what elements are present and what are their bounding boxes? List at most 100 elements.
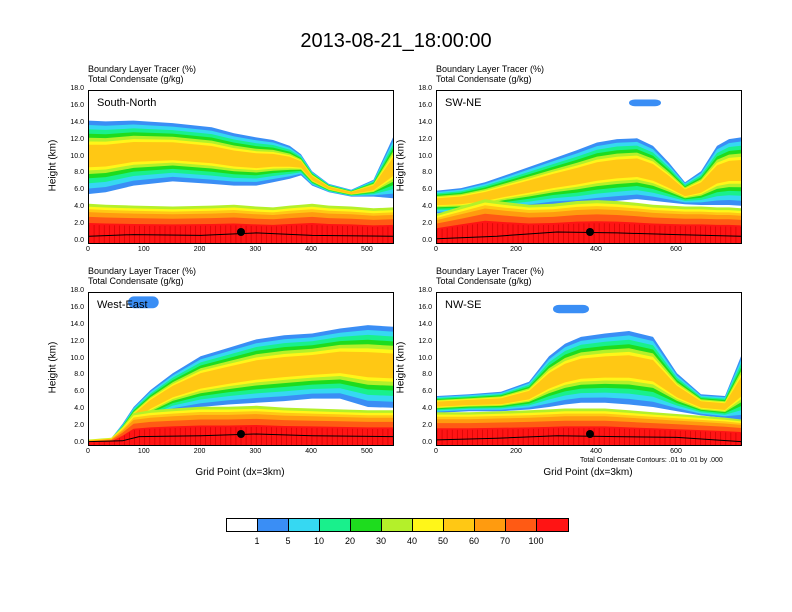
header-tracer-label: Boundary Layer Tracer (%) [88, 64, 197, 74]
tracer-field [89, 296, 393, 445]
y-tick-label: 16.0 [418, 303, 432, 311]
y-tick-label: 18.0 [70, 85, 84, 92]
x-tick-label: 200 [193, 246, 206, 253]
y-axis-label: Height (km) [47, 139, 59, 192]
y-tick-label: 8.0 [74, 169, 84, 177]
x-tick-label: 600 [670, 246, 682, 253]
colorbar-label: 1 [254, 536, 260, 546]
x-tick-label: 400 [305, 246, 317, 253]
y-tick-label: 6.0 [74, 388, 84, 396]
y-tick-label: 14.0 [418, 118, 432, 126]
header-condensate-label: Total Condensate (g/kg) [88, 74, 184, 84]
cross-section-panel: SW-NE [436, 90, 742, 244]
y-tick-label: 16.0 [70, 101, 84, 109]
y-axis-label: Height (km) [47, 341, 59, 394]
x-tick-label: 600 [670, 448, 682, 455]
colorbar-swatch [258, 519, 289, 531]
location-marker [237, 430, 246, 438]
y-tick-label: 12.0 [418, 135, 432, 143]
plume-layer [89, 351, 393, 442]
tracer-field [89, 120, 393, 243]
y-tick-label: 10.0 [418, 152, 432, 160]
y-tick-label: 8.0 [74, 371, 84, 379]
panel-header: Boundary Layer Tracer (%) Total Condensat… [436, 64, 544, 84]
y-tick-label: 0.0 [422, 237, 432, 244]
terrain-line [437, 231, 741, 240]
y-tick-label: 14.0 [418, 320, 432, 328]
colorbar-label: 100 [528, 536, 544, 546]
terrain-line [89, 433, 393, 443]
y-tick-label: 14.0 [70, 118, 84, 126]
y-tick-label: 10.0 [418, 354, 432, 362]
isolated-cloud [128, 296, 159, 309]
colorbar-swatch [537, 519, 568, 531]
panel-header: Boundary Layer Tracer (%) Total Condensat… [436, 266, 544, 286]
header-tracer-label: Boundary Layer Tracer (%) [436, 266, 545, 276]
x-tick-label: 0 [86, 246, 90, 253]
cross-section-panel: West-East [88, 292, 394, 446]
y-tick-label: 0.0 [74, 439, 84, 446]
tracer-field [437, 99, 741, 243]
y-tick-label: 2.0 [422, 220, 432, 228]
isolated-cloud [629, 99, 661, 107]
header-condensate-label: Total Condensate (g/kg) [436, 74, 532, 84]
y-tick-label: 4.0 [422, 405, 432, 413]
y-tick-label: 18.0 [418, 287, 432, 294]
panel-header: Boundary Layer Tracer (%) Total Condensat… [88, 266, 196, 286]
colorbar-swatch [506, 519, 537, 531]
y-tick-label: 10.0 [70, 354, 84, 362]
x-tick-label: 500 [361, 246, 373, 253]
location-marker [586, 228, 594, 236]
colorbar-label: 20 [344, 536, 355, 546]
figure-title: 2013-08-21_18:00:00 [300, 30, 492, 52]
x-tick-label: 0 [86, 448, 90, 455]
y-tick-label: 14.0 [70, 320, 84, 328]
tracer-field [437, 304, 741, 445]
header-condensate-label: Total Condensate (g/kg) [88, 276, 184, 286]
plume-layer [89, 142, 393, 195]
colorbar-swatch [413, 519, 444, 531]
y-tick-label: 18.0 [418, 85, 432, 92]
contour-note: Total Condensate Contours: .01 to .01 by… [580, 457, 723, 464]
y-tick-label: 8.0 [422, 371, 432, 379]
colorbar-swatch [475, 519, 506, 531]
y-axis-label: Height (km) [395, 139, 407, 192]
x-tick-label: 400 [590, 448, 602, 455]
plume-layer [437, 158, 741, 206]
colorbar-swatch [320, 519, 351, 531]
cross-section-panel: NW-SE [436, 292, 742, 446]
colorbar-swatch [351, 519, 382, 531]
header-tracer-label: Boundary Layer Tracer (%) [436, 64, 545, 74]
location-marker [237, 228, 246, 236]
panel-header: Boundary Layer Tracer (%) Total Condensat… [88, 64, 196, 84]
isolated-cloud [553, 304, 589, 314]
y-tick-label: 2.0 [422, 422, 432, 430]
cross-section-panel: South-North [88, 90, 394, 244]
y-tick-label: 16.0 [418, 101, 432, 109]
colorbar-label: 10 [313, 536, 324, 546]
y-tick-label: 18.0 [70, 287, 84, 294]
x-tick-label: 200 [510, 448, 522, 455]
x-tick-label: 100 [137, 448, 150, 455]
header-tracer-label: Boundary Layer Tracer (%) [88, 266, 197, 276]
y-tick-label: 6.0 [74, 186, 84, 194]
x-tick-label: 0 [434, 246, 438, 253]
colorbar-label: 30 [375, 536, 386, 546]
colorbar-swatch [289, 519, 320, 531]
y-tick-label: 10.0 [70, 152, 84, 160]
x-tick-label: 200 [510, 246, 522, 253]
x-tick-label: 200 [193, 448, 206, 455]
x-tick-label: 500 [361, 448, 373, 455]
x-tick-label: 400 [305, 448, 317, 455]
panel-direction-label: NW-SE [445, 299, 482, 311]
x-axis-label: Grid Point (dx=3km) [543, 467, 633, 478]
y-tick-label: 0.0 [422, 439, 432, 446]
x-tick-label: 0 [434, 448, 438, 455]
y-tick-label: 4.0 [74, 203, 84, 211]
y-tick-label: 16.0 [70, 303, 84, 311]
terrain-line [437, 435, 741, 443]
colorbar-label: 40 [406, 536, 417, 546]
header-condensate-label: Total Condensate (g/kg) [436, 276, 532, 286]
x-tick-label: 300 [249, 448, 262, 455]
plume-layer [437, 355, 741, 410]
